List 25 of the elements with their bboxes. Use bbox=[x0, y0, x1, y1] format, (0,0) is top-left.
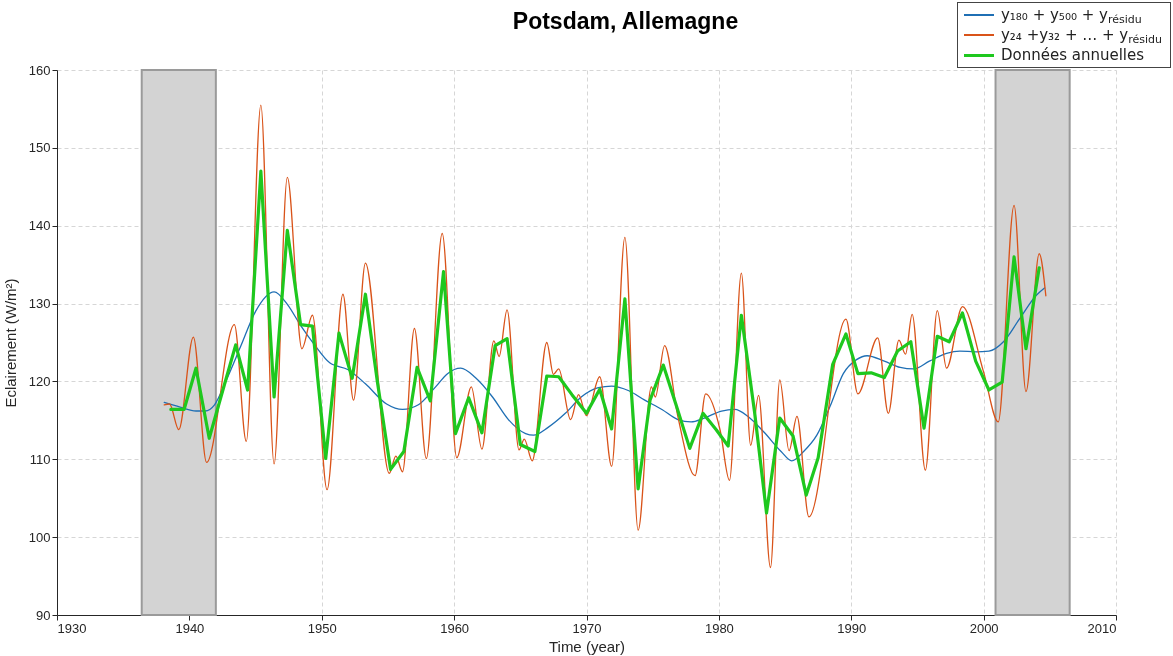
x-tick-label: 1950 bbox=[307, 620, 337, 636]
y-tick-label: 140 bbox=[28, 218, 51, 234]
x-tick-label: 1990 bbox=[837, 620, 867, 636]
legend-label: y₁₈₀ + y₅₀₀ + y$_{résidu}$ bbox=[1000, 5, 1142, 26]
y-tick-label: 110 bbox=[29, 451, 51, 467]
x-axis-title: Time (year) bbox=[548, 637, 626, 655]
line-series bbox=[169, 169, 1041, 515]
chart-title: Potsdam, Allemagne bbox=[512, 8, 739, 34]
legend-label: y₂₄ +y₃₂ + … + y$_{résidu}$ bbox=[1000, 25, 1162, 46]
y-tick-label: 130 bbox=[28, 296, 51, 312]
x-tick-label: 2000 bbox=[969, 620, 999, 636]
x-tick-label: 1980 bbox=[704, 620, 734, 636]
y-tick-label: 100 bbox=[28, 529, 51, 545]
y-axis-title: Eclairement (W/m²) bbox=[1, 278, 19, 408]
y-tick-label: 120 bbox=[28, 373, 51, 389]
y-tick-label: 90 bbox=[36, 607, 51, 623]
y-tick-label: 150 bbox=[28, 140, 51, 156]
x-tick-label: 2010 bbox=[1087, 620, 1117, 636]
x-tick-label: 1940 bbox=[175, 620, 205, 636]
x-tick-label: 1960 bbox=[440, 620, 470, 636]
x-tick-label: 1970 bbox=[572, 620, 602, 636]
x-tick-label: 1930 bbox=[57, 620, 87, 636]
y-tick-label: 160 bbox=[28, 62, 51, 78]
legend-label: Données annuelles bbox=[1000, 45, 1145, 65]
line-series bbox=[163, 287, 1046, 462]
